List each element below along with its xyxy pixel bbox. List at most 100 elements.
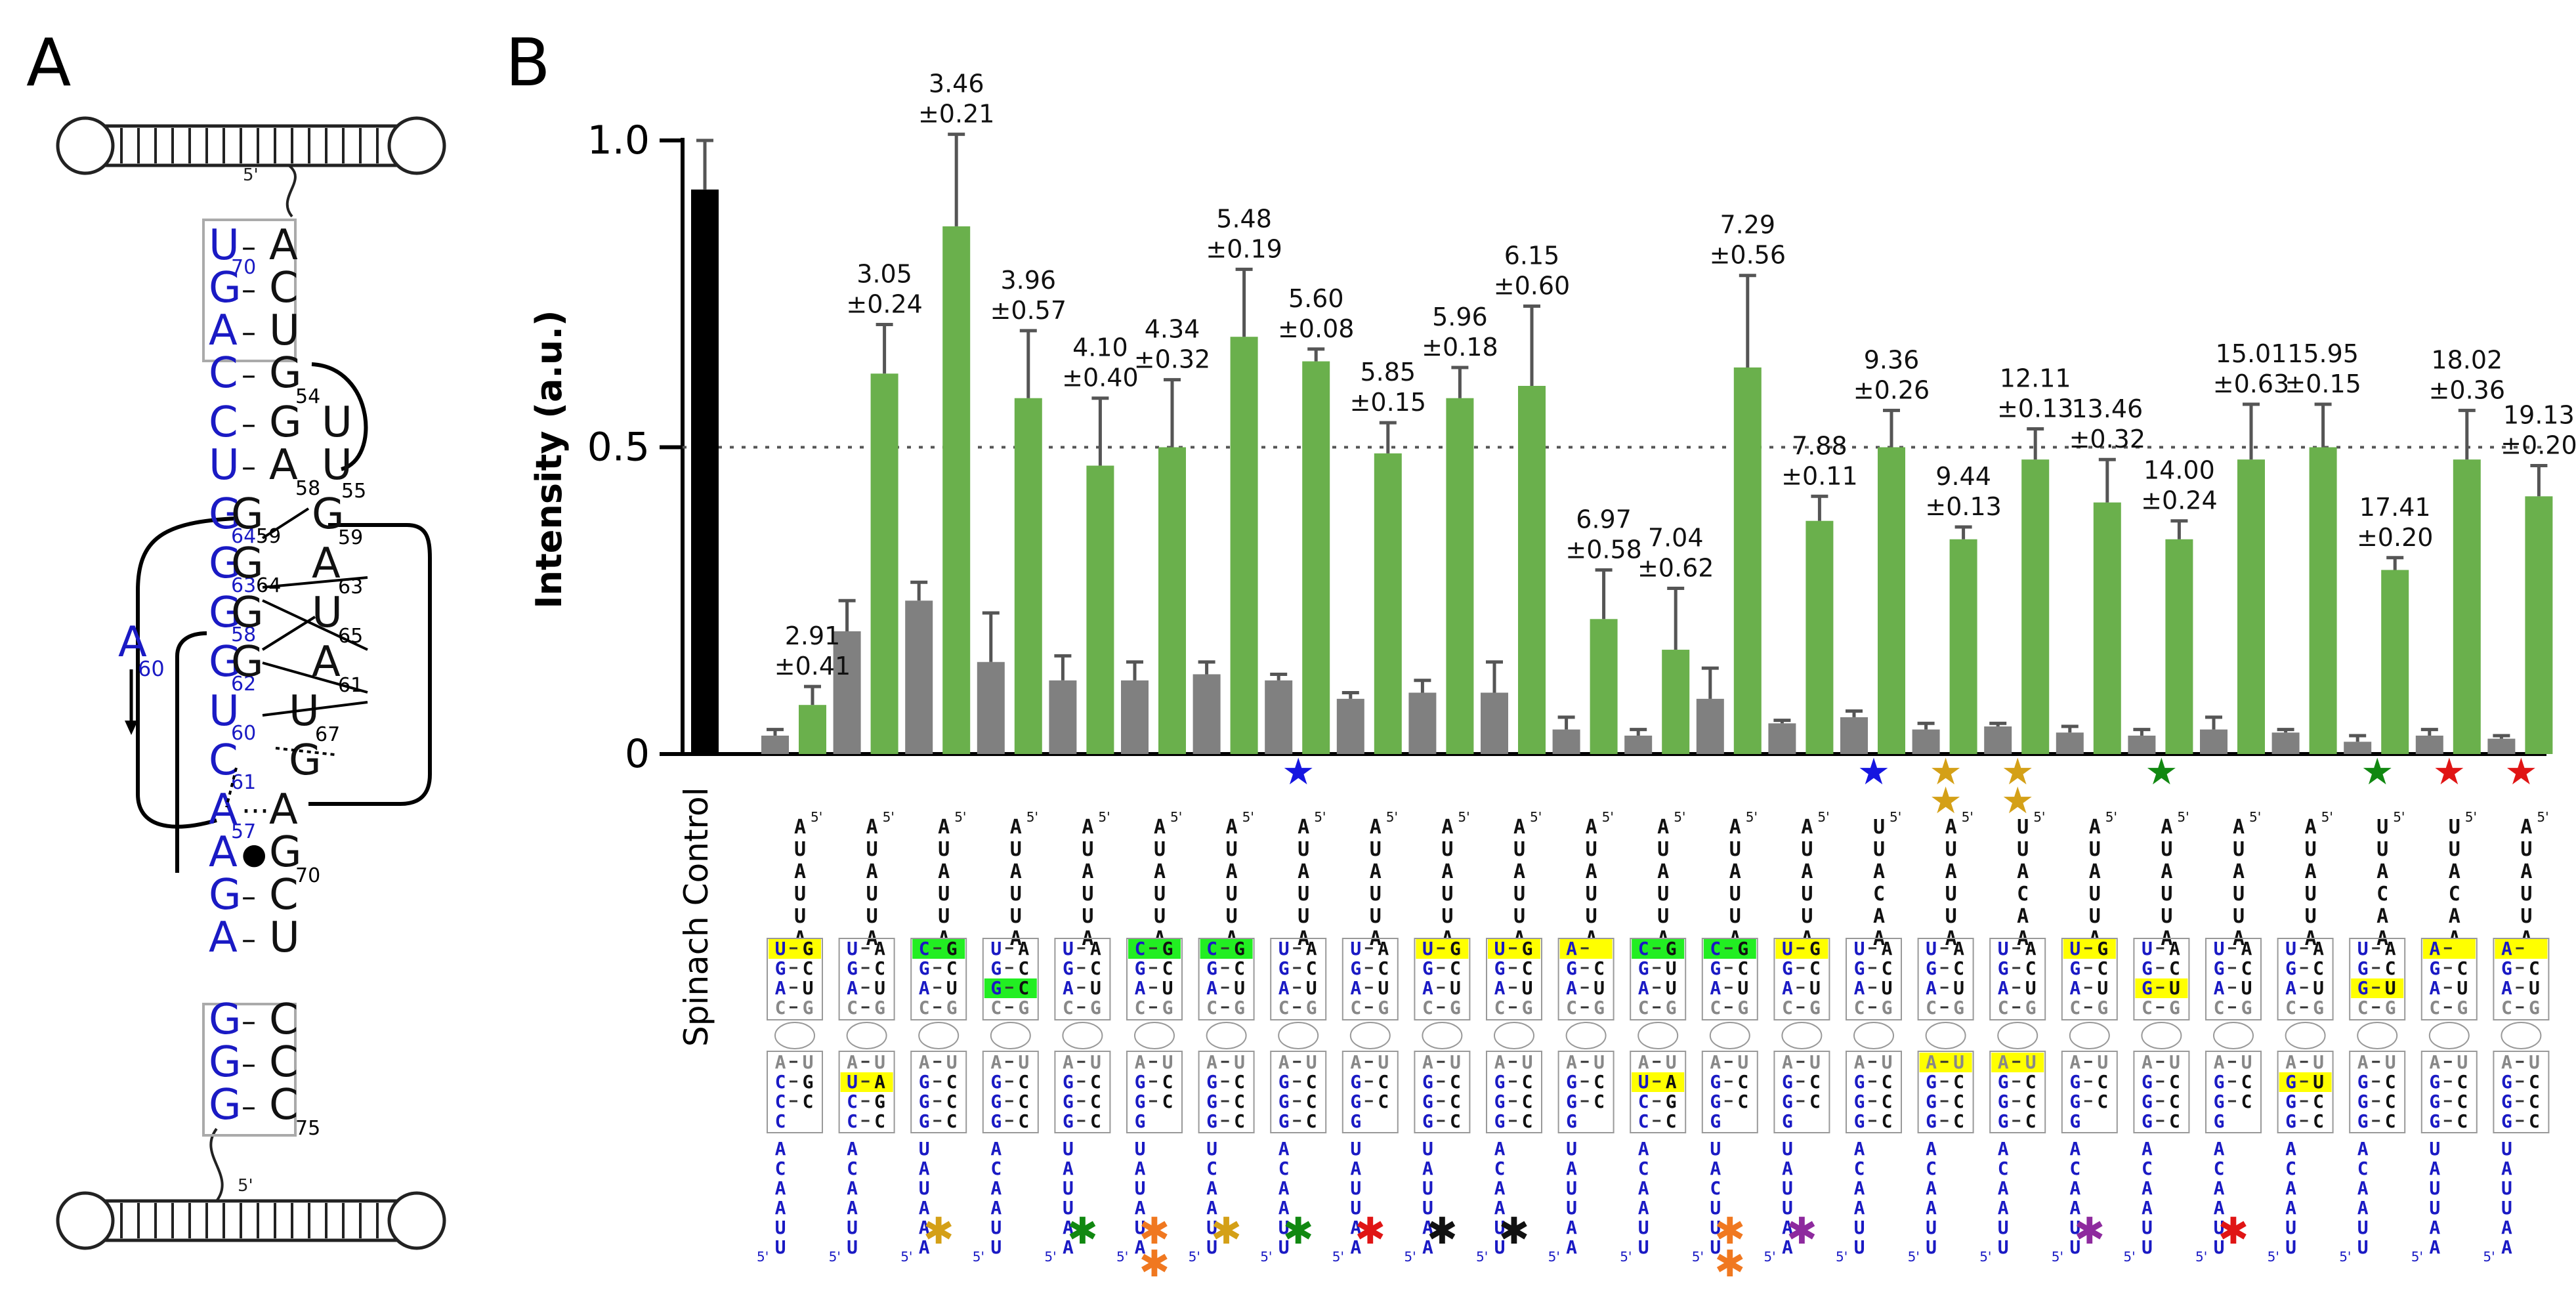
seq-lower-left: A [1638, 1051, 1649, 1073]
seq-top-base: U [938, 905, 950, 928]
seq-top-base: C [2376, 883, 2388, 906]
fold-value: 3.96 [1000, 266, 1056, 295]
y-ticks: 0 0.5 1.0 [587, 117, 683, 777]
seq-pair-left: U [2069, 938, 2080, 959]
seq-lower-box [1341, 1051, 1399, 1133]
seq-lower-left: G [1926, 1071, 1937, 1093]
seq-tail-base: U [1278, 1217, 1290, 1238]
seq-lower-right: C [1018, 1071, 1029, 1093]
seq-pair-left: C [1710, 938, 1721, 959]
panel-a-right-num: 58 [295, 477, 320, 500]
seq-pair-right: G [2313, 997, 2324, 1018]
seq-pair-left: C [1206, 938, 1217, 959]
seq-pair-left: G [1710, 957, 1721, 979]
panel-a-left-base: A [209, 914, 238, 962]
seq-top-base: C [2017, 883, 2029, 906]
seq-top-base: U [1298, 838, 1309, 861]
seq-pair-right: G [1809, 938, 1821, 959]
seq-tail-base: A [1135, 1158, 1146, 1179]
seq-upper-box [1270, 938, 1327, 1020]
seq-pair-left: C [1854, 997, 1865, 1018]
seq-lower-left: G [1494, 1091, 1506, 1112]
seq-tail-base: U [2501, 1197, 2512, 1219]
seq-lower-right: C [2385, 1110, 2396, 1132]
seq-pair-left: G [775, 957, 786, 979]
seq-top-base: C [1873, 883, 1885, 906]
green-bar [1662, 650, 1690, 754]
panel-a-left-base: A [209, 828, 238, 877]
seq-upper-box [1486, 938, 1542, 1020]
seq-upper-box [2349, 938, 2406, 1020]
panel-a-left-base: G [209, 1038, 242, 1087]
seq-bottom-five-prime: 5' [2268, 1249, 2279, 1265]
seq-pair-right: G [874, 997, 885, 1018]
seq-top-base: U [1729, 883, 1741, 906]
seq-tail-base: C [1998, 1158, 2009, 1179]
seq-tail-base: A [2429, 1217, 2440, 1238]
seq-tail-base: A [1566, 1217, 1577, 1238]
seq-lower-right: C [1090, 1091, 1101, 1112]
panel-a-right-base: A [269, 441, 298, 490]
fold-value: 12.11 [2000, 364, 2071, 392]
panel-a-pair-symbol: – [242, 1047, 256, 1081]
seq-top-base: U [2449, 816, 2460, 839]
seq-lower-right: U [2529, 1051, 2540, 1073]
seq-pair-right: C [1234, 957, 1245, 979]
seq-pair-left: U [2285, 938, 2296, 959]
seq-lower-right: G [803, 1071, 814, 1093]
seq-top-base: U [2449, 838, 2460, 861]
fold-value: 3.46 [929, 70, 984, 98]
seq-lower-right: C [2313, 1110, 2324, 1132]
seq-tail-base: A [990, 1197, 1002, 1219]
seq-lower-left: G [1854, 1110, 1865, 1132]
seq-pair-left: G [2285, 957, 2296, 979]
seq-lower-left: A [1278, 1051, 1290, 1073]
seq-pair-right: U [1378, 977, 1389, 999]
seq-tail-base: C [2285, 1158, 2296, 1179]
seq-pair-right: G [2241, 997, 2252, 1018]
seq-lower-left: G [2285, 1110, 2296, 1132]
seq-tail-base: A [2501, 1217, 2512, 1238]
seq-loop-ellipse [1781, 1022, 1823, 1049]
seq-bottom-five-prime: 5' [2195, 1249, 2207, 1265]
seq-pair-right: G [2097, 938, 2108, 959]
seq-lower-right: C [2241, 1071, 2252, 1093]
seq-top-base: U [1945, 883, 1957, 906]
seq-top-base: U [1586, 883, 1597, 906]
seq-pair-right: U [2457, 977, 2468, 999]
seq-top-base: U [866, 883, 878, 906]
seq-lower-left: U [847, 1071, 858, 1093]
seq-lower-right: C [1882, 1091, 1893, 1112]
seq-tail-base: A [2357, 1177, 2369, 1199]
seq-lower-box [2133, 1051, 2190, 1133]
seq-tail-base: U [1278, 1236, 1290, 1258]
panel-a-right-num: 65 [338, 625, 363, 648]
fold-sd: ±0.40 [1062, 364, 1138, 392]
fold-value: 5.85 [1360, 358, 1416, 387]
seq-lower-right: C [1522, 1091, 1533, 1112]
seq-upper-box [1126, 938, 1183, 1020]
panel-a-pair-symbol: – [242, 316, 256, 349]
bottom-asterisk-marker: ✱ [1139, 1243, 1170, 1286]
seq-pair-left: U [1494, 938, 1506, 959]
seq-pair-right: U [2025, 977, 2037, 999]
seq-lower-right: U [1378, 1051, 1389, 1073]
seq-top-five-prime: 5' [1530, 809, 1542, 825]
seq-lower-right: C [1522, 1110, 1533, 1132]
panel-a-left-num: 63 [231, 574, 256, 597]
seq-tail-base: U [1638, 1217, 1649, 1238]
fold-value: 5.96 [1432, 303, 1488, 331]
seq-pair-right: G [1882, 997, 1893, 1018]
fold-value: 7.04 [1648, 524, 1704, 553]
seq-tail-base: C [1278, 1158, 1290, 1179]
seq-tail-base: A [775, 1177, 786, 1199]
seq-tail-base: A [1278, 1197, 1290, 1219]
seq-lower-left: A [1782, 1051, 1793, 1073]
seq-top-base: A [1945, 816, 1957, 839]
seq-pair-right: C [1882, 957, 1893, 979]
seq-tail-base: A [1782, 1217, 1793, 1238]
grey-bar [2056, 732, 2084, 754]
fold-sd: ±0.24 [846, 290, 922, 319]
seq-tail-base: U [1998, 1217, 2009, 1238]
a60-arrow-head [125, 721, 138, 735]
